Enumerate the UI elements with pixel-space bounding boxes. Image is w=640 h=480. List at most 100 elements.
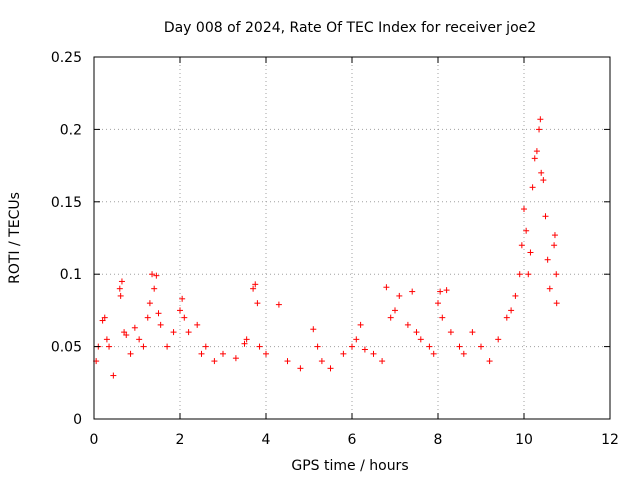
data-point bbox=[157, 321, 164, 328]
x-tick-labels: 0 2 4 6 8 10 12 bbox=[90, 432, 619, 448]
data-point bbox=[553, 271, 560, 278]
data-point bbox=[523, 227, 530, 234]
data-point bbox=[284, 358, 291, 365]
data-point bbox=[525, 271, 532, 278]
grid bbox=[94, 57, 610, 419]
y-tick-label: 0.1 bbox=[60, 267, 82, 283]
data-point bbox=[518, 242, 525, 249]
data-point bbox=[232, 355, 239, 362]
data-point bbox=[387, 314, 394, 321]
data-point bbox=[533, 148, 540, 155]
data-point bbox=[101, 314, 108, 321]
data-point bbox=[357, 321, 364, 328]
data-point bbox=[185, 329, 192, 336]
data-point bbox=[478, 343, 484, 350]
data-point bbox=[409, 288, 416, 295]
data-point bbox=[151, 285, 158, 292]
data-point bbox=[521, 206, 527, 213]
data-point bbox=[117, 292, 124, 299]
data-point bbox=[537, 116, 544, 123]
data-point bbox=[136, 336, 143, 343]
data-point bbox=[250, 285, 257, 292]
data-point bbox=[103, 336, 110, 343]
data-point bbox=[263, 350, 269, 357]
scatter-marks bbox=[93, 116, 560, 379]
data-point bbox=[327, 365, 334, 372]
y-tick-label: 0 bbox=[73, 412, 82, 428]
x-tick-label: 12 bbox=[601, 432, 619, 448]
data-point bbox=[544, 256, 551, 263]
data-point bbox=[349, 343, 355, 350]
data-point bbox=[211, 358, 218, 365]
data-point bbox=[379, 358, 386, 365]
data-point bbox=[370, 350, 377, 357]
data-point bbox=[127, 350, 134, 357]
data-point bbox=[361, 346, 368, 353]
data-point bbox=[170, 329, 177, 336]
data-point bbox=[241, 340, 248, 347]
data-point bbox=[123, 332, 130, 339]
data-point bbox=[447, 329, 454, 336]
data-point bbox=[538, 169, 545, 176]
data-point bbox=[110, 372, 117, 379]
data-point bbox=[318, 358, 325, 365]
data-point bbox=[508, 307, 515, 314]
data-point bbox=[542, 213, 549, 220]
data-point bbox=[340, 350, 347, 357]
y-tick-label: 0.25 bbox=[51, 50, 82, 66]
data-point bbox=[140, 343, 147, 350]
data-point bbox=[469, 329, 476, 336]
data-point bbox=[194, 321, 201, 328]
data-point bbox=[553, 300, 560, 307]
data-point bbox=[512, 292, 519, 299]
data-point bbox=[353, 336, 360, 343]
data-point bbox=[443, 287, 450, 294]
data-point bbox=[149, 271, 156, 278]
data-point bbox=[116, 285, 123, 292]
data-point bbox=[106, 343, 113, 350]
data-point bbox=[456, 343, 463, 350]
data-point bbox=[177, 307, 183, 314]
x-tick-label: 10 bbox=[515, 432, 533, 448]
data-point bbox=[383, 284, 390, 291]
data-point bbox=[430, 350, 437, 357]
y-axis-label: ROTI / TECUs bbox=[7, 192, 23, 284]
data-point bbox=[146, 300, 153, 307]
data-point bbox=[118, 278, 125, 285]
data-point bbox=[254, 300, 261, 307]
data-point bbox=[275, 301, 282, 308]
data-point bbox=[310, 326, 317, 333]
data-point bbox=[396, 292, 403, 299]
data-point bbox=[531, 155, 538, 162]
data-point bbox=[155, 310, 162, 317]
data-point bbox=[164, 343, 171, 350]
data-point bbox=[314, 343, 321, 350]
y-tick-label: 0.2 bbox=[60, 122, 82, 138]
x-tick-label: 8 bbox=[434, 432, 443, 448]
data-point bbox=[144, 314, 151, 321]
data-point bbox=[527, 249, 534, 256]
data-point bbox=[529, 184, 536, 191]
y-tick-labels: 0 0.05 0.1 0.15 0.2 0.25 bbox=[51, 50, 82, 428]
data-point bbox=[179, 295, 186, 302]
data-point bbox=[131, 324, 138, 331]
chart-title: Day 008 of 2024, Rate Of TEC Index for r… bbox=[164, 20, 536, 36]
data-point bbox=[503, 314, 510, 321]
data-point bbox=[551, 232, 558, 239]
data-point bbox=[413, 329, 420, 336]
y-tick-label: 0.15 bbox=[51, 195, 82, 211]
data-point bbox=[426, 343, 433, 350]
x-tick-label: 2 bbox=[176, 432, 185, 448]
data-point bbox=[198, 350, 205, 357]
x-axis-label: GPS time / hours bbox=[291, 458, 408, 474]
x-tick-label: 0 bbox=[90, 432, 99, 448]
data-point bbox=[435, 300, 441, 307]
data-point bbox=[417, 336, 424, 343]
data-point bbox=[202, 343, 209, 350]
data-point bbox=[439, 314, 446, 321]
x-tick-label: 4 bbox=[262, 432, 271, 448]
axis-ticks bbox=[93, 56, 611, 420]
data-point bbox=[243, 336, 250, 343]
data-point bbox=[181, 314, 188, 321]
